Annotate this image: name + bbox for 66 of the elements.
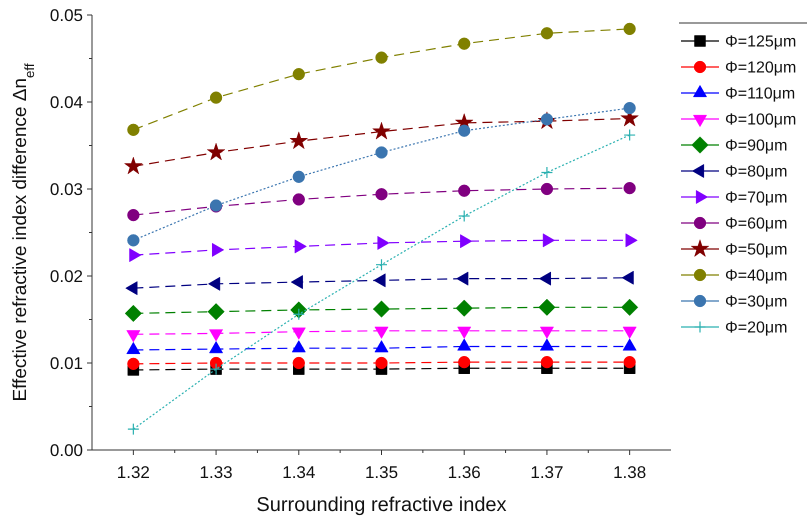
legend-label: Φ=20μm [725,320,788,337]
point [540,182,554,196]
y-tick-label: 0.03 [50,180,83,199]
legend-label: Φ=125μm [725,34,796,51]
point [127,358,140,370]
legend-label: Φ=50μm [725,242,788,259]
x-tick-label: 1.33 [200,463,233,482]
point [375,356,388,370]
y-tick-label: 0.05 [50,6,83,25]
point [290,132,308,149]
point [292,170,305,183]
point [458,356,470,368]
point [206,142,226,160]
point [624,182,636,194]
x-tick-label: 1.37 [530,463,564,482]
point [127,208,140,222]
point [372,122,391,140]
y-tick-label: 0.00 [50,440,83,460]
point [210,92,222,104]
point [540,27,554,40]
point [624,356,636,368]
point [624,128,636,142]
legend-label: Φ=110μm [725,86,796,103]
point [127,423,140,436]
point [375,188,388,200]
point [458,184,470,197]
legend-label: Φ=40μm [725,268,788,285]
y-tick-label: 0.04 [50,92,83,112]
point [538,298,556,316]
point [375,52,388,64]
point [458,38,470,50]
legend-label: Φ=100μm [725,112,796,129]
point [292,68,305,80]
x-axis-title: Surrounding refractive index [256,494,507,516]
legend-label: Φ=90μm [725,138,788,155]
point [375,146,388,159]
point [624,22,636,36]
x-tick-label: 1.34 [282,463,316,482]
point [456,300,473,317]
point [458,124,470,137]
point [375,258,388,271]
point [127,124,140,136]
x-tick-label: 1.36 [448,463,481,482]
legend-label: Φ=30μm [725,294,788,311]
point [292,356,305,370]
point [208,303,225,320]
point [540,166,554,179]
x-tick-label: 1.32 [116,463,150,482]
point [624,102,636,114]
x-tick-label: 1.35 [364,463,398,482]
point [373,300,390,318]
legend-label: Φ=60μm [725,216,788,233]
point [124,156,142,174]
point [124,304,142,322]
legend-label: Φ=120μm [725,60,796,77]
y-tick-label: 0.02 [50,266,83,286]
point [127,234,140,246]
x-tick-label: 1.38 [613,463,646,482]
point [621,298,638,316]
point [540,356,554,368]
legend-label: Φ=70μm [725,190,788,207]
point [210,356,222,370]
y-tick-label: 0.01 [50,354,83,373]
point [292,193,305,206]
point [458,210,470,222]
legend-label: Φ=80μm [725,164,788,181]
